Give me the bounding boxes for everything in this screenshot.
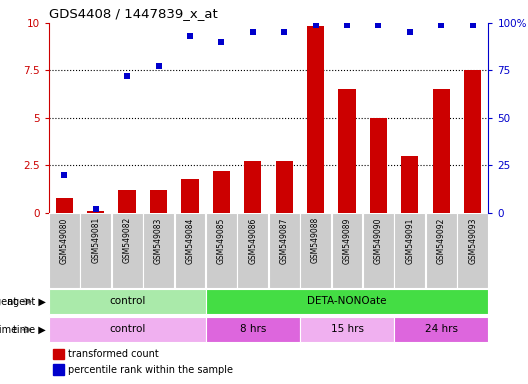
Text: GSM549090: GSM549090 xyxy=(374,217,383,264)
Bar xyxy=(401,156,419,213)
Point xyxy=(406,29,414,35)
Text: GSM549082: GSM549082 xyxy=(122,217,131,263)
Point xyxy=(123,73,131,79)
Bar xyxy=(457,213,488,288)
Bar xyxy=(363,213,394,288)
Bar xyxy=(276,161,293,213)
Bar xyxy=(213,171,230,213)
Point xyxy=(374,22,383,28)
Bar xyxy=(181,179,199,213)
Bar xyxy=(49,213,80,288)
Point xyxy=(312,22,320,28)
Bar xyxy=(464,70,482,213)
Text: control: control xyxy=(109,324,145,334)
Bar xyxy=(332,213,362,288)
Bar xyxy=(80,213,111,288)
Bar xyxy=(300,317,394,342)
Bar xyxy=(238,213,268,288)
Text: transformed count: transformed count xyxy=(68,349,159,359)
Text: GDS4408 / 1447839_x_at: GDS4408 / 1447839_x_at xyxy=(49,7,218,20)
Bar xyxy=(150,190,167,213)
Bar xyxy=(394,317,488,342)
Bar xyxy=(49,317,206,342)
Text: GSM549085: GSM549085 xyxy=(217,217,226,263)
Bar xyxy=(143,213,174,288)
Point xyxy=(249,29,257,35)
Text: GSM549083: GSM549083 xyxy=(154,217,163,263)
Text: GSM549093: GSM549093 xyxy=(468,217,477,264)
Text: time: time xyxy=(0,324,18,335)
Bar xyxy=(206,289,488,314)
Bar xyxy=(49,289,206,314)
Text: GSM549087: GSM549087 xyxy=(280,217,289,263)
Bar xyxy=(370,118,387,213)
Point xyxy=(437,22,446,28)
Point xyxy=(343,22,351,28)
Text: GSM549081: GSM549081 xyxy=(91,217,100,263)
Text: 24 hrs: 24 hrs xyxy=(425,324,458,334)
Point xyxy=(60,172,69,178)
Bar xyxy=(55,197,73,213)
Bar xyxy=(87,211,105,213)
Bar xyxy=(307,26,324,213)
Bar xyxy=(269,213,299,288)
Bar xyxy=(206,317,300,342)
Text: agent ▶: agent ▶ xyxy=(7,296,46,307)
Text: GSM549088: GSM549088 xyxy=(311,217,320,263)
Bar xyxy=(175,213,205,288)
Bar xyxy=(432,89,450,213)
Bar xyxy=(300,213,331,288)
Bar xyxy=(118,190,136,213)
Text: GSM549091: GSM549091 xyxy=(406,217,414,263)
Text: GSM549092: GSM549092 xyxy=(437,217,446,263)
Bar xyxy=(338,89,356,213)
Bar xyxy=(53,349,64,359)
Bar xyxy=(394,213,425,288)
Text: percentile rank within the sample: percentile rank within the sample xyxy=(68,364,233,375)
Point xyxy=(217,38,225,45)
Point xyxy=(91,206,100,212)
Text: agent: agent xyxy=(0,296,18,307)
Text: 8 hrs: 8 hrs xyxy=(240,324,266,334)
Bar xyxy=(53,364,64,375)
Bar xyxy=(244,161,261,213)
Text: GSM549080: GSM549080 xyxy=(60,217,69,263)
Point xyxy=(280,29,288,35)
Text: GSM549089: GSM549089 xyxy=(343,217,352,263)
Text: time ▶: time ▶ xyxy=(13,324,46,335)
Text: GSM549084: GSM549084 xyxy=(185,217,194,263)
Bar xyxy=(426,213,457,288)
Bar xyxy=(206,213,237,288)
Point xyxy=(186,33,194,39)
Text: 15 hrs: 15 hrs xyxy=(331,324,364,334)
Bar xyxy=(112,213,143,288)
Text: DETA-NONOate: DETA-NONOate xyxy=(307,296,387,306)
Text: control: control xyxy=(109,296,145,306)
Point xyxy=(468,22,477,28)
Text: GSM549086: GSM549086 xyxy=(248,217,257,263)
Point xyxy=(154,63,163,70)
